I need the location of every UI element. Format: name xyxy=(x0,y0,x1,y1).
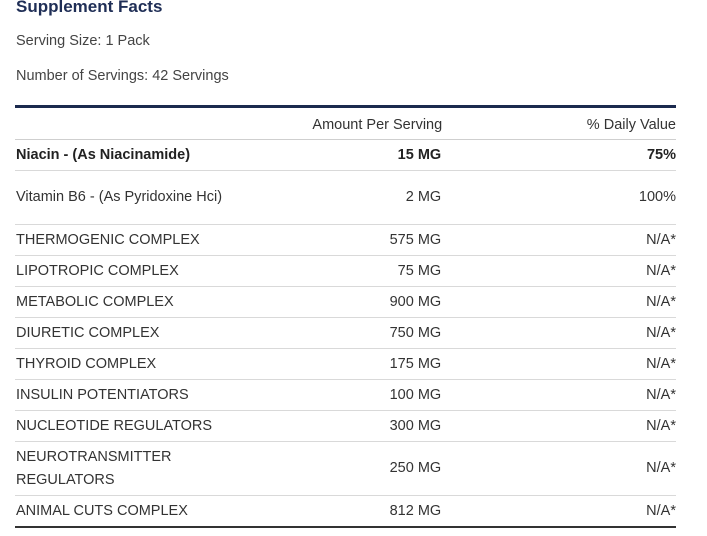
table-row: INSULIN POTENTIATORS 100 MG N/A* xyxy=(15,379,676,411)
serving-size: Serving Size: 1 Pack xyxy=(16,33,150,49)
amount-per-serving: 175 MG xyxy=(228,348,443,380)
table-header-row: Amount Per Serving % Daily Value xyxy=(15,108,676,140)
amount-per-serving: 300 MG xyxy=(228,410,443,442)
table-row: THYROID COMPLEX 175 MG N/A* xyxy=(15,348,676,380)
amount-per-serving: 100 MG xyxy=(228,379,443,411)
amount-per-serving: 575 MG xyxy=(228,224,443,256)
table-row: METABOLIC COMPLEX 900 MG N/A* xyxy=(15,286,676,318)
amount-per-serving: 750 MG xyxy=(228,317,443,349)
daily-value: N/A* xyxy=(442,379,676,411)
table-row: DIURETIC COMPLEX 750 MG N/A* xyxy=(15,317,676,349)
amount-per-serving: 812 MG xyxy=(228,495,443,528)
ingredient-name: METABOLIC COMPLEX xyxy=(15,286,229,318)
ingredient-name: LIPOTROPIC COMPLEX xyxy=(15,255,229,287)
ingredient-name: NUCLEOTIDE REGULATORS xyxy=(15,410,229,442)
page-title: Supplement Facts xyxy=(16,0,163,16)
daily-value: N/A* xyxy=(442,317,676,349)
amount-per-serving: 2 MG xyxy=(228,170,443,225)
table-row: Vitamin B6 - (As Pyridoxine Hci) 2 MG 10… xyxy=(15,170,676,225)
number-of-servings: Number of Servings: 42 Servings xyxy=(16,68,229,84)
supplement-facts-table: Amount Per Serving % Daily Value Niacin … xyxy=(15,108,676,528)
amount-per-serving: 15 MG xyxy=(228,139,443,171)
daily-value: N/A* xyxy=(442,224,676,256)
ingredient-name: THYROID COMPLEX xyxy=(15,348,229,380)
table-row: LIPOTROPIC COMPLEX 75 MG N/A* xyxy=(15,255,676,287)
daily-value: N/A* xyxy=(442,286,676,318)
ingredient-name: NEUROTRANSMITTER REGULATORS xyxy=(15,441,229,496)
amount-per-serving: 250 MG xyxy=(228,441,443,496)
daily-value-column-header: % Daily Value xyxy=(442,108,676,140)
table-row: THERMOGENIC COMPLEX 575 MG N/A* xyxy=(15,224,676,256)
daily-value: 100% xyxy=(442,170,676,225)
amount-per-serving: 75 MG xyxy=(228,255,443,287)
ingredient-column-header xyxy=(15,108,229,140)
daily-value: 75% xyxy=(442,139,676,171)
table-row: Niacin - (As Niacinamide) 15 MG 75% xyxy=(15,139,676,171)
daily-value: N/A* xyxy=(442,495,676,528)
ingredient-name: DIURETIC COMPLEX xyxy=(15,317,229,349)
table-row: NEUROTRANSMITTER REGULATORS 250 MG N/A* xyxy=(15,441,676,496)
header-divider xyxy=(15,105,676,108)
ingredient-name: Niacin - (As Niacinamide) xyxy=(15,139,229,171)
ingredient-name: THERMOGENIC COMPLEX xyxy=(15,224,229,256)
table-row: NUCLEOTIDE REGULATORS 300 MG N/A* xyxy=(15,410,676,442)
amount-column-header: Amount Per Serving xyxy=(228,108,443,140)
daily-value: N/A* xyxy=(442,441,676,496)
ingredient-name: INSULIN POTENTIATORS xyxy=(15,379,229,411)
daily-value: N/A* xyxy=(442,410,676,442)
daily-value: N/A* xyxy=(442,348,676,380)
amount-per-serving: 900 MG xyxy=(228,286,443,318)
daily-value: N/A* xyxy=(442,255,676,287)
ingredient-name: ANIMAL CUTS COMPLEX xyxy=(15,495,229,528)
table-row: ANIMAL CUTS COMPLEX 812 MG N/A* xyxy=(15,495,676,528)
ingredient-name: Vitamin B6 - (As Pyridoxine Hci) xyxy=(15,170,229,225)
